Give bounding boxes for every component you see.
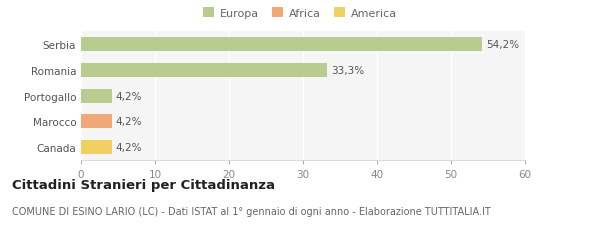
Bar: [81, 38, 482, 52]
Bar: [81, 89, 112, 103]
Bar: [81, 115, 112, 129]
Text: Cittadini Stranieri per Cittadinanza: Cittadini Stranieri per Cittadinanza: [12, 179, 275, 192]
Legend: Europa, Africa, America: Europa, Africa, America: [203, 8, 397, 19]
Bar: [81, 63, 328, 78]
Text: COMUNE DI ESINO LARIO (LC) - Dati ISTAT al 1° gennaio di ogni anno - Elaborazion: COMUNE DI ESINO LARIO (LC) - Dati ISTAT …: [12, 206, 491, 216]
Text: 4,2%: 4,2%: [116, 142, 142, 153]
Bar: [81, 140, 112, 155]
Text: 33,3%: 33,3%: [331, 65, 364, 76]
Text: 54,2%: 54,2%: [486, 40, 519, 50]
Text: 4,2%: 4,2%: [116, 91, 142, 101]
Text: 4,2%: 4,2%: [116, 117, 142, 127]
